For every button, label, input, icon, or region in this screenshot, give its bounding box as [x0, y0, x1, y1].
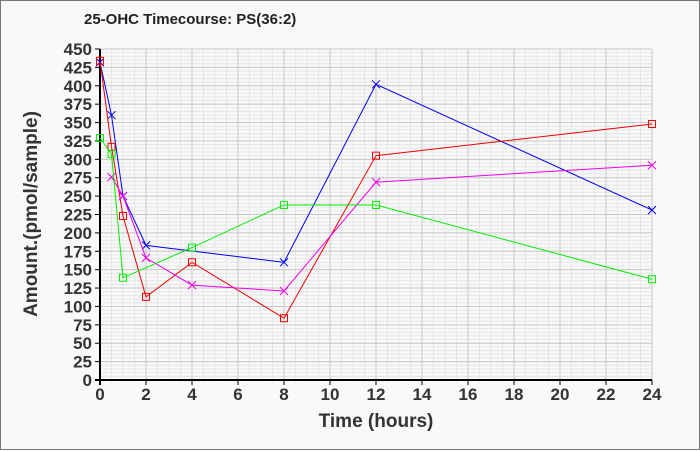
y-tick-label: 150	[64, 261, 92, 280]
series-line-green	[99, 137, 653, 280]
data-point	[372, 151, 380, 160]
data-point	[647, 205, 657, 215]
y-tick-label: 450	[64, 40, 92, 59]
y-tick-label: 125	[64, 279, 92, 298]
data-point	[119, 273, 127, 282]
data-point	[96, 56, 104, 65]
data-point	[279, 257, 289, 267]
y-axis-label: Amount.(pmol/sample)	[21, 111, 42, 317]
data-point	[648, 275, 656, 284]
data-point	[187, 280, 197, 290]
chart-title: 25-OHC Timecourse: PS(36:2)	[84, 11, 296, 28]
data-point	[280, 314, 288, 323]
x-axis-label: Time (hours)	[319, 411, 434, 432]
data-point	[371, 177, 381, 187]
axes: 0 2 4 6 8 10 12 14 16 18 20 22 240255075100125150175…	[64, 40, 662, 404]
x-tick-label: 4	[187, 385, 197, 404]
data-point	[96, 134, 104, 143]
y-tick-label: 325	[64, 132, 92, 151]
y-tick-label: 300	[64, 150, 92, 169]
data-point	[648, 120, 656, 129]
data-point	[188, 258, 196, 267]
x-tick-label: 20	[551, 385, 570, 404]
x-tick-label: 0	[95, 385, 104, 404]
x-tick-label: 6	[233, 385, 242, 404]
x-tick-label: 18	[505, 385, 524, 404]
x-tick-label: 16	[459, 385, 478, 404]
x-tick-label: 14	[413, 385, 432, 404]
series-green	[96, 134, 656, 284]
y-tick-label: 375	[64, 95, 92, 114]
grid	[99, 48, 653, 381]
y-tick-label: 225	[64, 206, 92, 225]
data-point	[119, 211, 127, 220]
x-tick-label: 2	[141, 385, 150, 404]
x-tick-label: 8	[279, 385, 288, 404]
data-point	[647, 160, 657, 170]
data-point	[280, 200, 288, 209]
data-point	[141, 253, 151, 263]
data-point	[142, 292, 150, 301]
y-tick-label: 200	[64, 224, 92, 243]
series-group	[95, 56, 657, 323]
y-tick-label: 0	[83, 371, 92, 390]
data-point	[107, 110, 116, 120]
y-tick-label: 275	[64, 169, 92, 188]
y-tick-label: 175	[64, 242, 92, 261]
data-point	[188, 243, 196, 252]
data-point	[107, 150, 116, 159]
y-tick-label: 50	[73, 334, 92, 353]
x-tick-label: 22	[597, 385, 616, 404]
data-point	[141, 241, 151, 250]
y-tick-label: 400	[64, 77, 92, 96]
data-point	[371, 79, 381, 89]
y-tick-label: 75	[73, 316, 92, 335]
y-tick-label: 350	[64, 114, 92, 133]
x-tick-label: 10	[321, 385, 340, 404]
series-magenta	[107, 160, 657, 296]
x-tick-label: 12	[367, 385, 386, 404]
data-point	[118, 191, 128, 201]
y-tick-label: 425	[64, 58, 92, 77]
y-tick-label: 25	[73, 353, 92, 372]
y-tick-label: 100	[64, 297, 92, 316]
x-tick-label: 24	[643, 385, 662, 404]
data-point	[372, 200, 380, 209]
y-tick-label: 250	[64, 187, 92, 206]
series-line-red	[99, 60, 653, 319]
data-point	[279, 286, 289, 296]
